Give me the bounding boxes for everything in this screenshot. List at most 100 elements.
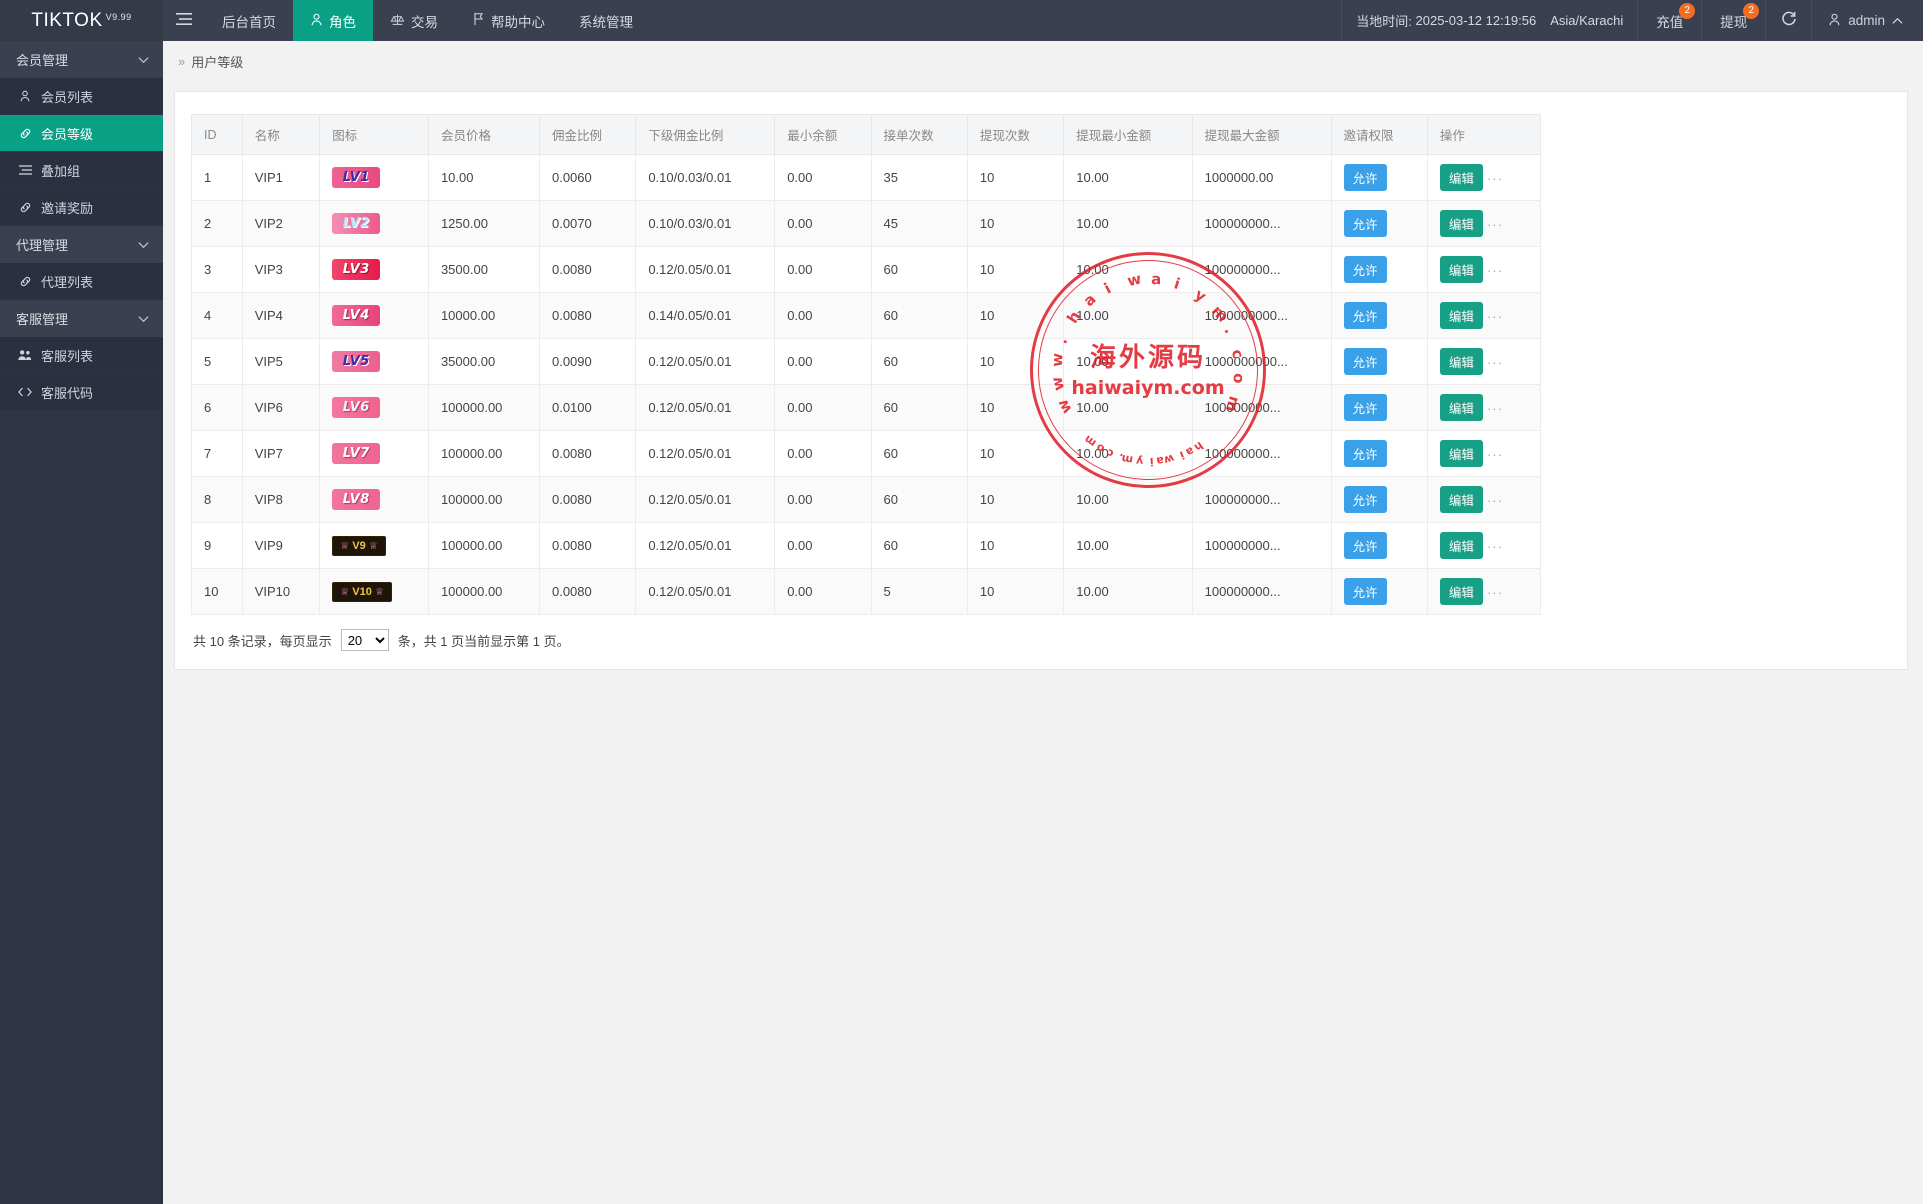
cell-commission: 0.0080 xyxy=(538,568,637,615)
cell-invite-permission: 允许 xyxy=(1330,522,1428,569)
table-row[interactable]: 8 VIP8 LV8 100000.00 0.0080 0.12/0.05/0.01 0.0… xyxy=(191,476,1542,523)
column-header-order-count[interactable]: 接单次数 xyxy=(870,114,968,155)
more-actions-button[interactable]: ··· xyxy=(1486,309,1503,324)
sidebar-item-member-list[interactable]: 会员列表 xyxy=(0,78,163,115)
cell-commission: 0.0090 xyxy=(538,338,637,385)
cell-min-balance: 0.00 xyxy=(774,384,872,431)
more-actions-button[interactable]: ··· xyxy=(1486,355,1503,370)
code-icon xyxy=(18,386,32,398)
allow-button[interactable]: 允许 xyxy=(1343,394,1387,421)
cell-invite-permission: 允许 xyxy=(1330,292,1428,339)
more-actions-button[interactable]: ··· xyxy=(1486,493,1503,508)
column-header-price[interactable]: 会员价格 xyxy=(427,114,540,155)
edit-button[interactable]: 编辑 xyxy=(1439,210,1483,237)
sidebar-item-label: 叠加组 xyxy=(41,163,81,179)
cell-price: 10000.00 xyxy=(427,292,540,339)
cell-price: 100000.00 xyxy=(427,384,540,431)
more-actions-button[interactable]: ··· xyxy=(1486,263,1503,278)
sidebar-item-member-level[interactable]: 会员等级 xyxy=(0,115,163,152)
allow-button[interactable]: 允许 xyxy=(1343,256,1387,283)
sidebar-group-customer-service[interactable]: 客服管理 xyxy=(0,300,163,337)
cell-id: 5 xyxy=(191,338,243,385)
more-actions-button[interactable]: ··· xyxy=(1486,447,1503,462)
column-header-withdraw-times[interactable]: 提现次数 xyxy=(966,114,1065,155)
column-header-id[interactable]: ID xyxy=(191,114,243,155)
column-header-action[interactable]: 操作 xyxy=(1426,114,1542,155)
cell-min-balance: 0.00 xyxy=(774,200,872,247)
allow-button[interactable]: 允许 xyxy=(1343,578,1387,605)
more-actions-button[interactable]: ··· xyxy=(1486,217,1503,232)
brand-version: V9.99 xyxy=(105,12,132,23)
allow-button[interactable]: 允许 xyxy=(1343,164,1387,191)
sidebar-group-agent-management[interactable]: 代理管理 xyxy=(0,226,163,263)
top-bar-right-section: 当地时间: 2025-03-12 12:19:56 Asia/Karachi 充… xyxy=(1341,0,1923,41)
refresh-icon xyxy=(1781,11,1797,30)
cell-withdraw-max: 1000000000... xyxy=(1191,292,1332,339)
level-badge-icon: LV6 xyxy=(332,397,381,418)
sidebar-item-service-code[interactable]: 客服代码 xyxy=(0,374,163,411)
cell-level-icon: ♕ V9 ♕ xyxy=(319,522,429,569)
table-row[interactable]: 6 VIP6 LV6 100000.00 0.0100 0.12/0.05/0.01 0.0… xyxy=(191,384,1542,431)
cell-name: VIP6 xyxy=(241,384,321,431)
cell-withdraw-min: 10.00 xyxy=(1063,292,1193,339)
user-menu[interactable]: admin xyxy=(1811,0,1923,41)
table-row[interactable]: 9 VIP9 ♕ V9 ♕ 100000.00 0.0080 0.12/0.05/0.01… xyxy=(191,522,1542,569)
table-row[interactable]: 10 VIP10 ♕ V10 ♕ 100000.00 0.0080 0.12/0.05/0… xyxy=(191,568,1542,615)
table-header-row: ID 名称 图标 会员价格 佣金比例 下级佣金比例 最小余额 接单次数 提现次数… xyxy=(191,114,1542,155)
nav-item-dashboard[interactable]: 后台首页 xyxy=(205,0,293,41)
brand-logo[interactable]: TIKTOK V9.99 xyxy=(0,0,163,41)
nav-item-role[interactable]: 角色 xyxy=(293,0,373,41)
column-header-withdraw-min[interactable]: 提现最小金额 xyxy=(1063,114,1193,155)
refresh-button[interactable] xyxy=(1765,0,1811,41)
column-header-min-balance[interactable]: 最小余额 xyxy=(774,114,872,155)
edit-button[interactable]: 编辑 xyxy=(1439,532,1483,559)
page-size-select[interactable]: 2050100 xyxy=(340,629,389,651)
recharge-button[interactable]: 充值 2 xyxy=(1637,0,1701,41)
allow-button[interactable]: 允许 xyxy=(1343,532,1387,559)
cell-order-count: 5 xyxy=(870,568,968,615)
cell-sub-commission: 0.10/0.03/0.01 xyxy=(635,200,776,247)
allow-button[interactable]: 允许 xyxy=(1343,348,1387,375)
column-header-sub-commission[interactable]: 下级佣金比例 xyxy=(635,114,776,155)
edit-button[interactable]: 编辑 xyxy=(1439,578,1483,605)
withdraw-button[interactable]: 提现 2 xyxy=(1701,0,1765,41)
table-row[interactable]: 1 VIP1 LV1 10.00 0.0060 0.10/0.03/0.01 0.00 35 1… xyxy=(191,154,1542,201)
allow-button[interactable]: 允许 xyxy=(1343,210,1387,237)
column-header-commission[interactable]: 佣金比例 xyxy=(538,114,637,155)
allow-button[interactable]: 允许 xyxy=(1343,486,1387,513)
edit-button[interactable]: 编辑 xyxy=(1439,302,1483,329)
edit-button[interactable]: 编辑 xyxy=(1439,394,1483,421)
allow-button[interactable]: 允许 xyxy=(1343,302,1387,329)
more-actions-button[interactable]: ··· xyxy=(1486,585,1503,600)
nav-item-transaction[interactable]: 交易 xyxy=(373,0,455,41)
more-actions-button[interactable]: ··· xyxy=(1486,171,1503,186)
table-row[interactable]: 2 VIP2 LV2 1250.00 0.0070 0.10/0.03/0.01 0.00 4… xyxy=(191,200,1542,247)
edit-button[interactable]: 编辑 xyxy=(1439,486,1483,513)
cell-id: 7 xyxy=(191,430,243,477)
table-row[interactable]: 4 VIP4 LV4 10000.00 0.0080 0.14/0.05/0.01 0.00… xyxy=(191,292,1542,339)
sidebar-item-invite-reward[interactable]: 邀请奖励 xyxy=(0,189,163,226)
nav-item-help-center[interactable]: 帮助中心 xyxy=(455,0,562,41)
table-row[interactable]: 7 VIP7 LV7 100000.00 0.0080 0.12/0.05/0.01 0.0… xyxy=(191,430,1542,477)
allow-button[interactable]: 允许 xyxy=(1343,440,1387,467)
users-icon xyxy=(18,349,32,361)
more-actions-button[interactable]: ··· xyxy=(1486,401,1503,416)
edit-button[interactable]: 编辑 xyxy=(1439,348,1483,375)
column-header-invite-permission[interactable]: 邀请权限 xyxy=(1330,114,1428,155)
edit-button[interactable]: 编辑 xyxy=(1439,440,1483,467)
column-header-withdraw-max[interactable]: 提现最大金额 xyxy=(1191,114,1332,155)
sidebar-item-label: 会员等级 xyxy=(41,126,94,142)
sidebar-toggle-button[interactable] xyxy=(163,0,205,41)
table-row[interactable]: 3 VIP3 LV3 3500.00 0.0080 0.12/0.05/0.01 0.00 6… xyxy=(191,246,1542,293)
more-actions-button[interactable]: ··· xyxy=(1486,539,1503,554)
sidebar-item-service-list[interactable]: 客服列表 xyxy=(0,337,163,374)
column-header-icon[interactable]: 图标 xyxy=(319,114,429,155)
nav-item-system-management[interactable]: 系统管理 xyxy=(562,0,650,41)
sidebar-group-member-management[interactable]: 会员管理 xyxy=(0,41,163,78)
table-row[interactable]: 5 VIP5 LV5 35000.00 0.0090 0.12/0.05/0.01 0.00… xyxy=(191,338,1542,385)
column-header-name[interactable]: 名称 xyxy=(241,114,321,155)
sidebar-item-stack-group[interactable]: 叠加组 xyxy=(0,152,163,189)
sidebar-item-agent-list[interactable]: 代理列表 xyxy=(0,263,163,300)
edit-button[interactable]: 编辑 xyxy=(1439,164,1483,191)
edit-button[interactable]: 编辑 xyxy=(1439,256,1483,283)
